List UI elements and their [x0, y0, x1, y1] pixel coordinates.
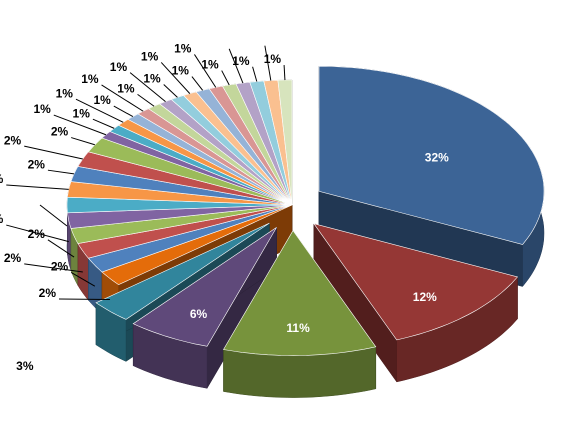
slice — [132, 227, 277, 347]
value-label: 1% — [93, 93, 111, 107]
leader-line — [113, 105, 134, 118]
leader-line — [75, 98, 124, 123]
leader-line — [24, 145, 83, 160]
slice — [87, 137, 293, 206]
leader-line — [6, 224, 69, 243]
slice — [223, 230, 377, 356]
value-label: 2% — [0, 172, 4, 186]
leader-line — [163, 84, 178, 98]
leader-line — [191, 76, 204, 91]
leader-line — [252, 66, 258, 82]
value-label: 1% — [73, 106, 91, 120]
value-label: 1% — [56, 86, 74, 100]
leader-line — [47, 239, 75, 258]
value-label: 2% — [28, 157, 46, 171]
leader-line — [6, 184, 69, 190]
value-label: 1% — [143, 72, 161, 86]
leader-line — [264, 45, 272, 81]
value-label: 1% — [110, 60, 128, 74]
leader-line — [129, 72, 166, 103]
leader-line — [47, 169, 75, 175]
value-label: 1% — [174, 42, 192, 56]
slice — [77, 204, 293, 259]
slice — [101, 204, 293, 286]
value-label: 2% — [39, 286, 57, 300]
leader-line — [194, 54, 217, 88]
leader-line — [24, 263, 83, 273]
leader-line — [160, 62, 191, 94]
value-label: 1% — [81, 72, 99, 86]
slice — [318, 66, 545, 245]
leader-line — [92, 118, 115, 129]
slice — [77, 151, 293, 206]
slice — [87, 204, 293, 273]
slice — [70, 166, 293, 206]
value-label: 2% — [4, 133, 22, 147]
value-label: 12% — [413, 290, 437, 304]
leader-line — [137, 93, 155, 107]
value-label: 1% — [117, 82, 135, 96]
value-label: 2% — [28, 227, 46, 241]
leader-line — [221, 70, 230, 86]
value-label: 1% — [141, 50, 159, 64]
value-label: 1% — [232, 54, 250, 68]
leader-line — [283, 65, 286, 81]
value-label: 2% — [0, 212, 4, 226]
value-label: 2% — [51, 260, 69, 274]
leader-line — [101, 84, 144, 112]
slice — [95, 222, 270, 320]
leader-line — [53, 114, 107, 136]
value-label: 1% — [33, 102, 51, 116]
leader-line — [228, 48, 244, 84]
value-label: 1% — [172, 64, 190, 78]
value-label: 2% — [51, 125, 69, 139]
value-label: 1% — [264, 52, 282, 66]
value-label: 6% — [190, 307, 208, 321]
slice — [66, 196, 293, 214]
value-label: 11% — [286, 321, 310, 335]
value-label: 2% — [4, 251, 22, 265]
leader-line — [71, 137, 95, 146]
slice — [70, 204, 293, 244]
value-label: 1% — [201, 58, 219, 72]
value-label: 3% — [16, 359, 34, 373]
leader-line — [39, 204, 68, 227]
slice — [313, 223, 519, 341]
leader-line — [70, 272, 96, 287]
value-label: 32% — [425, 150, 449, 164]
